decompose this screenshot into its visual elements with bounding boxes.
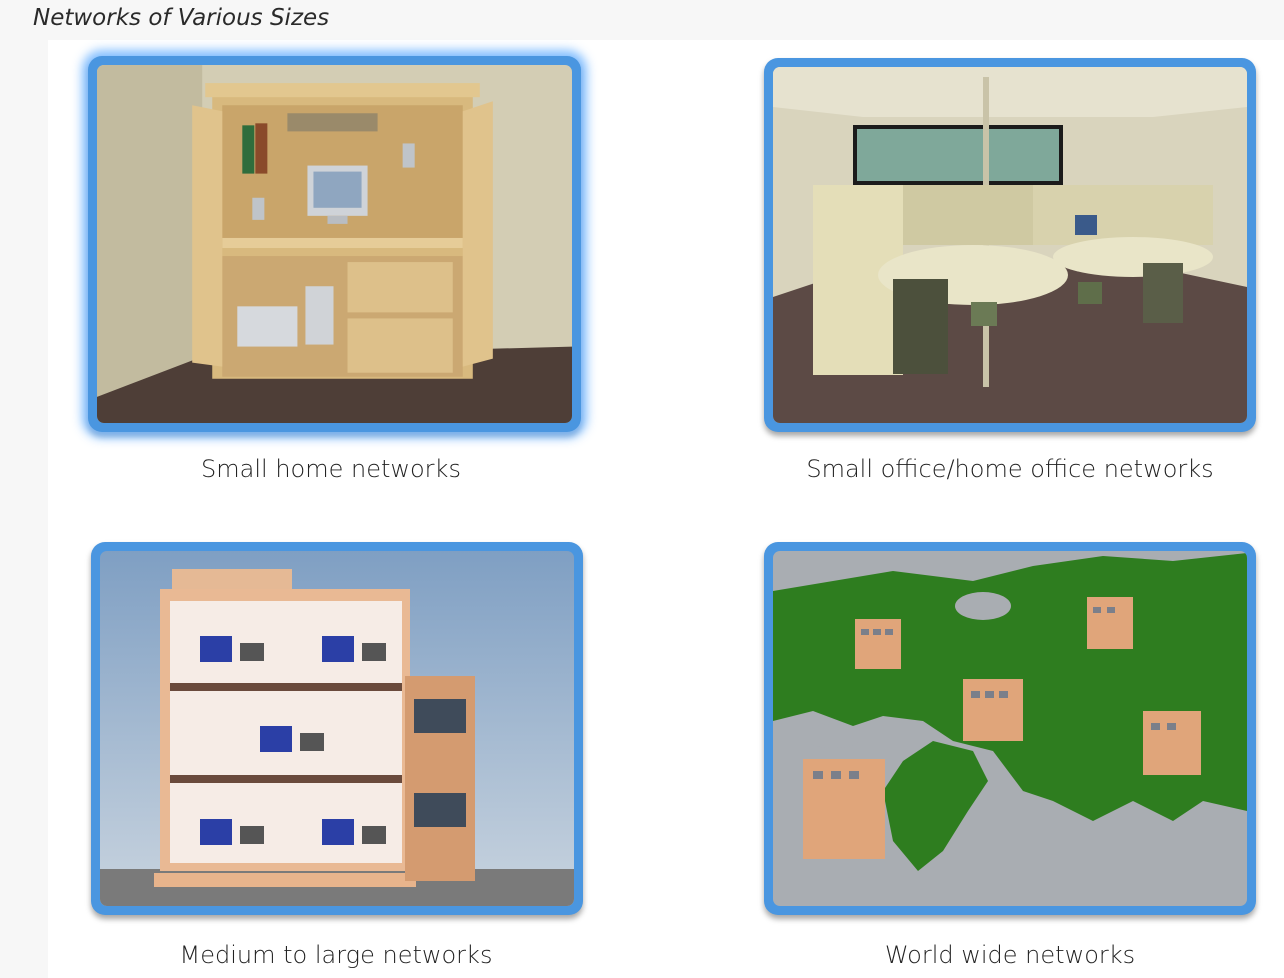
caption-world-wide: World wide networks [884,941,1136,969]
card-world-wide[interactable] [764,542,1256,915]
office-cubicle-image [773,67,1247,423]
caption-small-office-home-office: Small office/home office networks [806,455,1214,483]
card-small-office-home-office[interactable] [764,58,1256,432]
content-area: Small home networks [48,40,1284,978]
card-medium-large[interactable] [91,542,583,915]
page-title: Networks of Various Sizes [33,5,330,31]
caption-small-home: Small home networks [201,455,461,483]
home-cabinet-image [97,65,572,423]
world-map-image [773,551,1247,906]
building-image [100,551,574,906]
caption-medium-large: Medium to large networks [179,941,493,969]
card-small-home[interactable] [88,56,581,432]
